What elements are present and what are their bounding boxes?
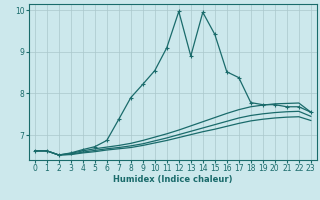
X-axis label: Humidex (Indice chaleur): Humidex (Indice chaleur): [113, 175, 233, 184]
